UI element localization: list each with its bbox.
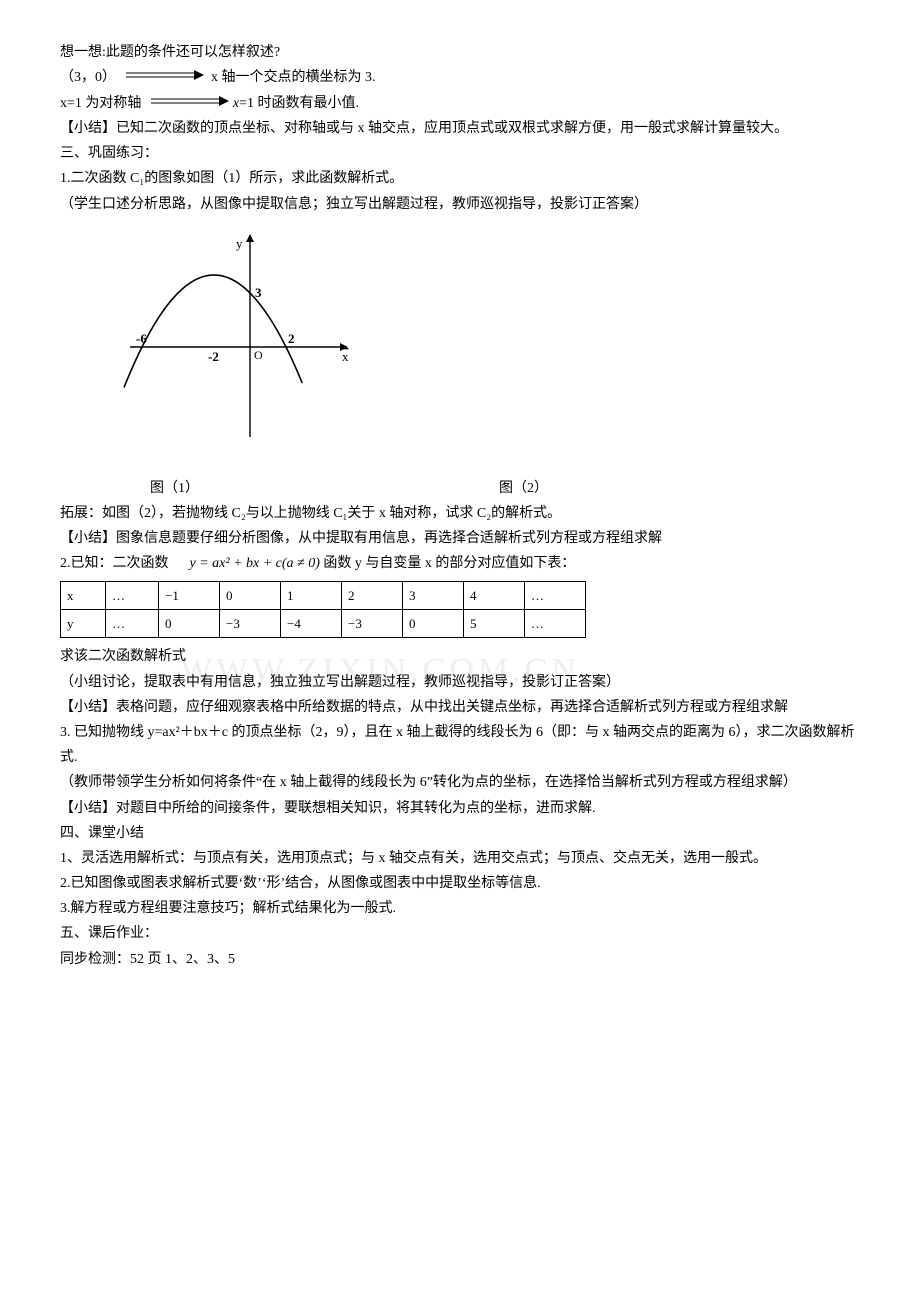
q2-after: 求该二次函数解析式 bbox=[60, 644, 860, 669]
document-body: 想一想:此题的条件还可以怎样叙述? （3，0） x 轴一个交点的横坐标为 3. … bbox=[60, 40, 860, 972]
svg-text:2: 2 bbox=[288, 331, 295, 346]
arrow-icon bbox=[124, 65, 204, 90]
figure-labels: 图（1） 图（2） bbox=[60, 476, 860, 501]
q2-formula: y = ax² + bx + c(a ≠ 0) bbox=[190, 556, 320, 571]
q2-suffix: 函数 y 与自变量 x 的部分对应值如下表： bbox=[323, 556, 575, 571]
question-1: 1.二次函数 C₁的图象如图（1）所示，求此函数解析式。 bbox=[60, 166, 860, 191]
table-cell: −3 bbox=[342, 610, 403, 638]
svg-text:y: y bbox=[236, 236, 243, 251]
table-cell: … bbox=[525, 610, 586, 638]
table-cell: … bbox=[106, 610, 159, 638]
parabola-chart: -6 -2 2 3 Ox y bbox=[90, 227, 860, 466]
table-cell: 3 bbox=[403, 581, 464, 609]
question-3: 3. 已知抛物线 y=ax²＋bx＋c 的顶点坐标（2，9），且在 x 轴上截得… bbox=[60, 720, 860, 770]
arrow-icon bbox=[149, 91, 229, 116]
question-1-note: （学生口述分析思路，从图像中提取信息；独立写出解题过程，教师巡视指导，投影订正答… bbox=[60, 192, 860, 217]
text-x-axis-root: x 轴一个交点的横坐标为 3. bbox=[211, 70, 376, 85]
s4-p2: 2.已知图像或图表求解析式要‘数’‘形’结合，从图像或图表中中提取坐标等信息. bbox=[60, 871, 860, 896]
q3-note: （教师带领学生分析如何将条件“在 x 轴上截得的线段长为 6”转化为点的坐标，在… bbox=[60, 770, 860, 795]
table-cell: … bbox=[525, 581, 586, 609]
table-cell: 0 bbox=[403, 610, 464, 638]
summary-3: 【小结】表格问题，应仔细观察表格中所给数据的特点，从中找出关键点坐标，再选择合适… bbox=[60, 695, 860, 720]
extend-question: 拓展：如图（2），若抛物线 C₂与以上抛物线 C₁关于 x 轴对称，试求 C₂的… bbox=[60, 501, 860, 526]
text-3-0: （3，0） bbox=[60, 70, 116, 85]
svg-text:-2: -2 bbox=[208, 349, 219, 364]
section5-title: 五、课后作业： bbox=[60, 921, 860, 946]
text-min-value: =1 时函数有最小值. bbox=[239, 96, 359, 111]
question-2: 2.已知：二次函数 y = ax² + bx + c(a ≠ 0) 函数 y 与… bbox=[60, 551, 860, 576]
condition-line-2: x=1 为对称轴 x=1 时函数有最小值. bbox=[60, 91, 860, 116]
svg-text:3: 3 bbox=[255, 285, 262, 300]
q2-note: （小组讨论，提取表中有用信息，独立独立写出解题过程，教师巡视指导，投影订正答案） bbox=[60, 670, 860, 695]
table-cell: 0 bbox=[159, 610, 220, 638]
svg-text:-6: -6 bbox=[136, 331, 147, 346]
s5-p1: 同步检测：52 页 1、2、3、5 bbox=[60, 947, 860, 972]
q2-prefix: 2.已知：二次函数 bbox=[60, 556, 169, 571]
condition-line-1: （3，0） x 轴一个交点的横坐标为 3. bbox=[60, 65, 860, 90]
section4-title: 四、课堂小结 bbox=[60, 821, 860, 846]
table-cell: −4 bbox=[281, 610, 342, 638]
table-cell: 5 bbox=[464, 610, 525, 638]
section3-title: 三、巩固练习： bbox=[60, 141, 860, 166]
fig2-label: 图（2） bbox=[499, 476, 548, 501]
summary-4: 【小结】对题目中所给的间接条件，要联想相关知识，将其转化为点的坐标，进而求解. bbox=[60, 796, 860, 821]
s4-p1: 1、灵活选用解析式：与顶点有关，选用顶点式；与 x 轴交点有关，选用交点式；与顶… bbox=[60, 846, 860, 871]
xy-value-table: x…−101234…y…0−3−4−305… bbox=[60, 581, 586, 639]
think-prompt: 想一想:此题的条件还可以怎样叙述? bbox=[60, 40, 860, 65]
svg-text:x: x bbox=[342, 349, 349, 364]
summary-2: 【小结】图象信息题要仔细分析图像，从中提取有用信息，再选择合适解析式列方程或方程… bbox=[60, 526, 860, 551]
svg-text:O: O bbox=[254, 348, 263, 362]
fig1-label: 图（1） bbox=[150, 476, 199, 501]
table-cell: x bbox=[61, 581, 106, 609]
table-cell: y bbox=[61, 610, 106, 638]
table-cell: 4 bbox=[464, 581, 525, 609]
s4-p3: 3.解方程或方程组要注意技巧；解析式结果化为一般式. bbox=[60, 896, 860, 921]
table-cell: 2 bbox=[342, 581, 403, 609]
table-cell: … bbox=[106, 581, 159, 609]
table-cell: 1 bbox=[281, 581, 342, 609]
summary-1: 【小结】已知二次函数的顶点坐标、对称轴或与 x 轴交点，应用顶点式或双根式求解方… bbox=[60, 116, 860, 141]
text-x-1-axis: x=1 为对称轴 bbox=[60, 96, 141, 111]
table-cell: −1 bbox=[159, 581, 220, 609]
table-cell: 0 bbox=[220, 581, 281, 609]
table-cell: −3 bbox=[220, 610, 281, 638]
